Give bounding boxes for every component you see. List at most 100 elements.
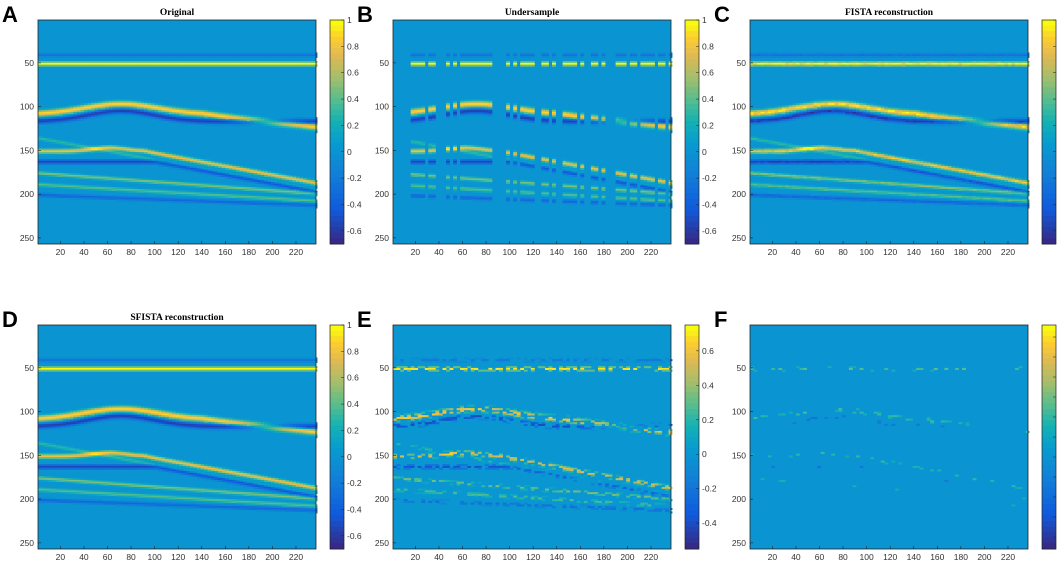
- heatmap-cell: [764, 138, 768, 141]
- heatmap-cell: [239, 64, 244, 67]
- heatmap-cell: [817, 64, 821, 67]
- heatmap-cell: [661, 192, 666, 195]
- heatmap-cell: [122, 99, 127, 102]
- heatmap-cell: [640, 176, 645, 179]
- heatmap-cell: [778, 64, 783, 67]
- heatmap-cell: [140, 155, 145, 158]
- heatmap-cell: [824, 111, 829, 114]
- heatmap-cell: [76, 173, 81, 176]
- heatmap-cell: [470, 104, 475, 107]
- heatmap-cell: [629, 195, 634, 198]
- heatmap-cell: [119, 176, 124, 179]
- heatmap-cell: [91, 117, 95, 120]
- heatmap-cell: [182, 120, 187, 123]
- heatmap-cell: [824, 104, 829, 107]
- heatmap-cell: [154, 160, 159, 163]
- heatmap-cell: [831, 188, 836, 191]
- heatmap-cell: [484, 190, 489, 193]
- heatmap-cell: [838, 146, 843, 149]
- heatmap-cell: [827, 61, 832, 64]
- heatmap-cell: [76, 103, 81, 106]
- heatmap-cell: [303, 129, 307, 132]
- heatmap-cell: [594, 197, 599, 200]
- heatmap-cell: [281, 117, 286, 120]
- heatmap-cell: [211, 202, 216, 205]
- heatmap-cell: [228, 111, 233, 114]
- y-tick-label: 50: [25, 58, 35, 68]
- heatmap-cell: [552, 194, 556, 197]
- heatmap-cell: [527, 181, 532, 184]
- heatmap-cell: [788, 108, 793, 111]
- heatmap-cell: [313, 125, 318, 128]
- heatmap-cell: [278, 180, 283, 183]
- heatmap-cell: [211, 54, 216, 57]
- heatmap-cell: [76, 64, 81, 67]
- heatmap-cell: [73, 108, 78, 111]
- heatmap-cell: [115, 160, 120, 163]
- heatmap-cell: [52, 118, 56, 121]
- heatmap-cell: [795, 145, 800, 148]
- heatmap-cell: [661, 197, 666, 200]
- heatmap-cell: [62, 160, 67, 163]
- heatmap-cell: [267, 173, 272, 176]
- heatmap-cell: [147, 159, 152, 162]
- heatmap-cell: [76, 145, 81, 148]
- heatmap-cell: [541, 61, 546, 64]
- heatmap-cell: [417, 159, 422, 162]
- heatmap-cell: [126, 148, 131, 151]
- heatmap-cell: [622, 52, 627, 55]
- heatmap-cell: [239, 124, 244, 127]
- heatmap-cell: [133, 110, 138, 113]
- heatmap-cell: [453, 108, 457, 111]
- heatmap-cell: [527, 160, 532, 163]
- heatmap-cell: [834, 103, 839, 106]
- heatmap-cell: [108, 110, 113, 113]
- heatmap-cell: [647, 55, 652, 58]
- heatmap-cell: [80, 54, 85, 57]
- heatmap-cell: [566, 64, 571, 67]
- heatmap-cell: [91, 188, 95, 191]
- heatmap-cell: [651, 176, 655, 179]
- heatmap-cell: [633, 124, 638, 127]
- heatmap-cell: [186, 155, 191, 158]
- heatmap-cell: [506, 54, 510, 57]
- heatmap-cell: [831, 55, 836, 58]
- heatmap-cell: [481, 103, 486, 106]
- heatmap-cell: [278, 61, 283, 64]
- heatmap-cell: [838, 152, 843, 155]
- heatmap-cell: [470, 159, 475, 162]
- heatmap-cell: [190, 155, 194, 158]
- heatmap-cell: [126, 108, 131, 111]
- heatmap-cell: [541, 122, 546, 125]
- heatmap-cell: [55, 120, 60, 123]
- heatmap-cell: [144, 55, 148, 58]
- heatmap-cell: [129, 160, 134, 163]
- heatmap-cell: [580, 185, 585, 188]
- heatmap-cell: [417, 117, 422, 120]
- heatmap-cell: [105, 176, 109, 179]
- heatmap-cell: [285, 185, 290, 188]
- heatmap-cell: [633, 204, 638, 207]
- heatmap-cell: [112, 54, 117, 57]
- heatmap-cell: [133, 103, 138, 106]
- heatmap-cell: [513, 106, 518, 109]
- heatmap-cell: [225, 187, 230, 190]
- heatmap-cell: [48, 183, 53, 186]
- heatmap-cell: [122, 55, 127, 58]
- heatmap-cell: [55, 195, 60, 198]
- heatmap-cell: [112, 110, 117, 113]
- heatmap-cell: [151, 197, 155, 200]
- heatmap-cell: [629, 197, 634, 200]
- heatmap-cell: [48, 122, 53, 125]
- heatmap-cell: [122, 152, 127, 155]
- heatmap-cell: [848, 64, 853, 67]
- heatmap-cell: [278, 195, 283, 198]
- heatmap-cell: [643, 197, 648, 200]
- heatmap-cell: [474, 101, 479, 104]
- heatmap-cell: [218, 194, 223, 197]
- heatmap-cell: [643, 178, 648, 181]
- heatmap-cell: [193, 61, 198, 64]
- heatmap-cell: [841, 113, 846, 116]
- heatmap-cell: [619, 169, 624, 172]
- heatmap-cell: [778, 152, 783, 155]
